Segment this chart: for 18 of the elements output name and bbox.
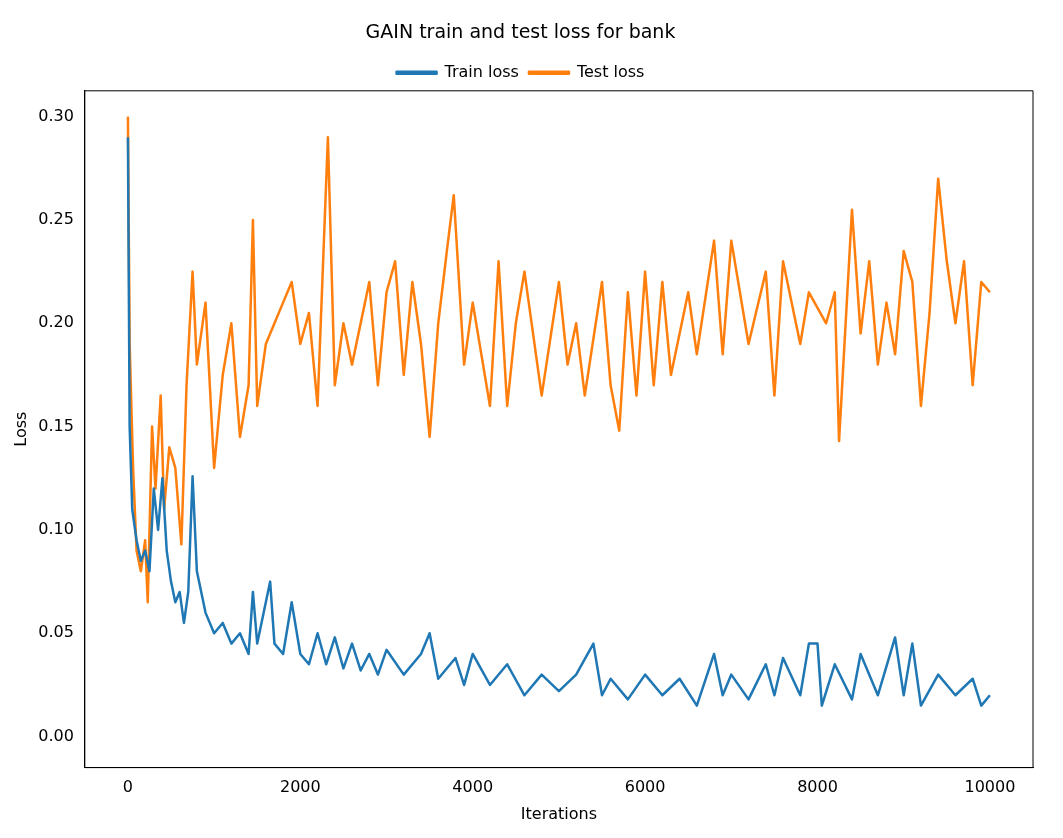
y-tick-label: 0.30 bbox=[38, 105, 74, 125]
x-axis-title: Iterations bbox=[520, 803, 598, 823]
y-tick-label: 0.05 bbox=[38, 622, 74, 642]
x-tick-label: 0 bbox=[122, 777, 134, 797]
y-axis-title: Loss bbox=[10, 411, 30, 447]
y-tick-label: 0.15 bbox=[38, 415, 74, 435]
y-tick-label: 0.25 bbox=[38, 209, 74, 229]
legend-label: Train loss bbox=[443, 61, 519, 81]
x-tick-label: 4000 bbox=[452, 777, 494, 797]
x-tick-label: 2000 bbox=[279, 777, 321, 797]
x-tick-label: 10000 bbox=[964, 777, 1016, 797]
chart-title: GAIN train and test loss for bank bbox=[365, 20, 676, 43]
y-tick-label: 0.10 bbox=[38, 519, 74, 539]
x-tick-label: 6000 bbox=[624, 777, 666, 797]
y-tick-label: 0.00 bbox=[38, 725, 74, 745]
x-tick-label: 8000 bbox=[797, 777, 838, 797]
legend-label: Test loss bbox=[575, 61, 645, 81]
y-tick-label: 0.20 bbox=[38, 312, 74, 332]
